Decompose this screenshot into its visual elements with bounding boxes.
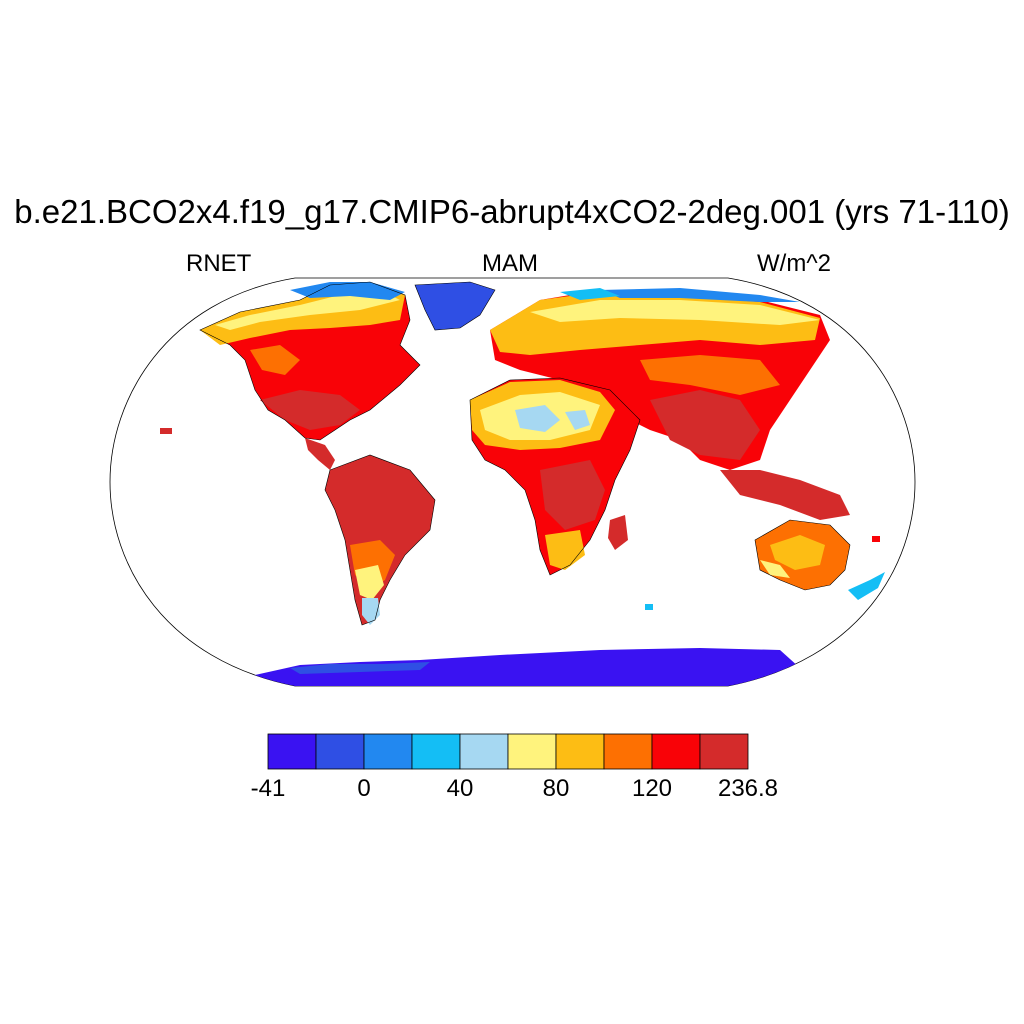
colorbar-tick-label: 0: [357, 775, 371, 802]
colorbar-tick-label: 40: [446, 775, 474, 802]
colorbar-tick-label: 80: [542, 775, 570, 802]
colorbar-swatch: [363, 733, 413, 770]
colorbar-swatch: [267, 733, 317, 770]
season-label: MAM: [482, 250, 538, 277]
variable-label: RNET: [186, 250, 252, 277]
colorbar-swatch: [651, 733, 701, 770]
units-label: W/m^2: [757, 250, 831, 277]
colorbar-swatch: [507, 733, 557, 770]
colorbar-swatch: [315, 733, 365, 770]
colorbar-swatch: [411, 733, 461, 770]
antarctica: [255, 648, 800, 686]
colorbar-swatch: [555, 733, 605, 770]
colorbar-swatch: [459, 733, 509, 770]
map-title: b.e21.BCO2x4.f19_g17.CMIP6-abrupt4xCO2-2…: [14, 193, 1010, 230]
colorbar-swatch: [699, 733, 749, 770]
colorbar-swatch: [603, 733, 653, 770]
colorbar-tick-label: 120: [631, 775, 673, 802]
colorbar-tick-label: 236.8: [717, 775, 779, 802]
colorbar-tick-label: -41: [250, 775, 286, 802]
